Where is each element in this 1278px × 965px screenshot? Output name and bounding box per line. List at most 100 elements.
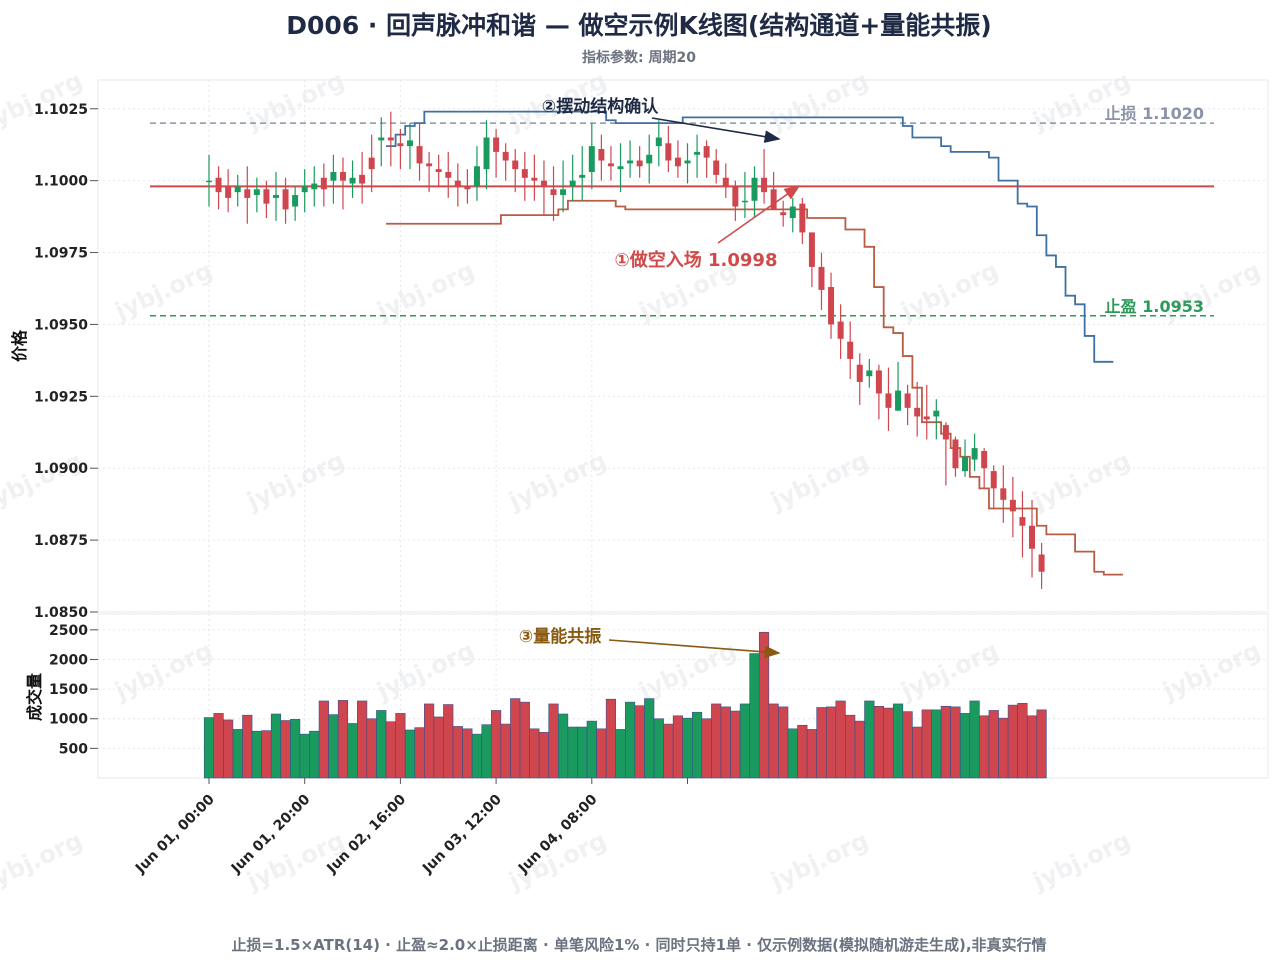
candle <box>646 134 653 184</box>
candle <box>206 154 212 207</box>
candle <box>244 166 251 224</box>
y-axis-label: 价格 <box>10 329 29 362</box>
watermark-text: jybj.org <box>1028 66 1135 136</box>
volume-bar <box>998 717 1009 779</box>
candle-body <box>339 172 346 181</box>
candle-body <box>828 287 835 325</box>
candle-body <box>703 146 710 158</box>
watermark-text: jybj.org <box>1028 826 1135 896</box>
candle <box>359 151 366 204</box>
volume-bar <box>921 709 932 779</box>
volume-bar <box>730 710 741 779</box>
candle-body <box>607 163 614 167</box>
candle <box>454 163 461 207</box>
watermark-text: jybj.org <box>242 66 349 136</box>
volume-bar <box>758 631 770 779</box>
candle-body <box>464 186 471 190</box>
volume-bar <box>452 726 463 779</box>
candle-body <box>722 177 729 187</box>
candle <box>282 177 289 224</box>
candle <box>531 154 538 201</box>
candle <box>387 111 394 167</box>
candle-body <box>253 189 260 196</box>
candle <box>990 465 997 509</box>
entry-annotation-arrow <box>717 185 801 244</box>
price-tick-label: 1.1000 <box>34 174 88 190</box>
volume-bar <box>366 718 377 779</box>
volume-bar <box>663 723 674 779</box>
candle-body <box>215 177 222 193</box>
candle <box>426 151 433 193</box>
candle-body <box>445 172 452 178</box>
candle-body <box>875 370 882 394</box>
volume-bar <box>864 700 875 779</box>
watermark-text: jybj.org <box>0 826 87 896</box>
volume-bar <box>959 713 971 779</box>
volume-bar <box>711 703 722 779</box>
candle <box>225 169 232 213</box>
candle-body <box>282 189 289 210</box>
candle <box>301 169 308 213</box>
swing-annotation-label: ②摆动结构确认 <box>542 96 659 117</box>
watermark-text: jybj.org <box>896 636 1003 706</box>
volume-bar <box>586 720 597 779</box>
volume-bar <box>988 710 999 779</box>
volume-bar <box>835 700 846 779</box>
x-tick-label: Jun 03, 12:00 <box>419 791 505 877</box>
volume-bar <box>299 733 310 779</box>
candle <box>780 200 787 227</box>
candle-body <box>301 186 308 193</box>
volume-bar <box>768 703 779 779</box>
volume-bar <box>873 705 884 779</box>
volume-bar <box>912 726 923 779</box>
candle-body <box>406 140 413 147</box>
candle-body <box>1019 517 1026 526</box>
price-tick-label: 1.0925 <box>34 389 88 405</box>
volume-bar <box>433 716 444 779</box>
volume-axis-label: 成交量 <box>25 673 44 721</box>
volume-bar <box>251 730 262 779</box>
volume-bar <box>720 706 731 779</box>
volume-bar <box>261 730 272 779</box>
volume-bar <box>806 729 817 779</box>
candle-body <box>732 186 739 207</box>
volume-bar <box>615 729 626 779</box>
candle-body <box>962 456 969 472</box>
candle-body <box>320 177 327 190</box>
candle-body <box>359 174 366 184</box>
volume-bar <box>481 724 492 779</box>
candle <box>942 422 949 486</box>
candle-body <box>1009 499 1016 512</box>
candle-body <box>272 195 279 198</box>
candle <box>416 123 423 181</box>
candle <box>895 361 902 411</box>
candle <box>828 272 835 339</box>
volume-bar <box>653 718 664 779</box>
candle <box>349 160 356 198</box>
candle-body <box>866 370 873 377</box>
volume-bar <box>242 714 253 779</box>
candle <box>674 140 681 178</box>
volume-bar <box>558 713 569 779</box>
candle <box>311 166 318 207</box>
volume-bar <box>940 705 951 779</box>
candle <box>732 180 739 221</box>
candle <box>569 154 576 201</box>
candle <box>665 126 672 173</box>
candle-body <box>263 189 270 204</box>
candle-body <box>856 364 863 382</box>
price-panel-frame <box>97 79 1269 613</box>
volume-annotation-arrow <box>608 639 781 659</box>
candle <box>713 149 720 184</box>
candle-body <box>598 149 605 161</box>
watermark-text: jybj.org <box>766 66 873 136</box>
candle <box>789 197 796 233</box>
candle <box>512 149 519 193</box>
candle-body <box>311 183 318 190</box>
candle-body <box>713 160 720 175</box>
volume-bar <box>892 703 904 779</box>
candle <box>445 151 452 198</box>
volume-bar <box>845 714 856 779</box>
candle <box>215 166 222 210</box>
volume-bar <box>605 698 617 779</box>
